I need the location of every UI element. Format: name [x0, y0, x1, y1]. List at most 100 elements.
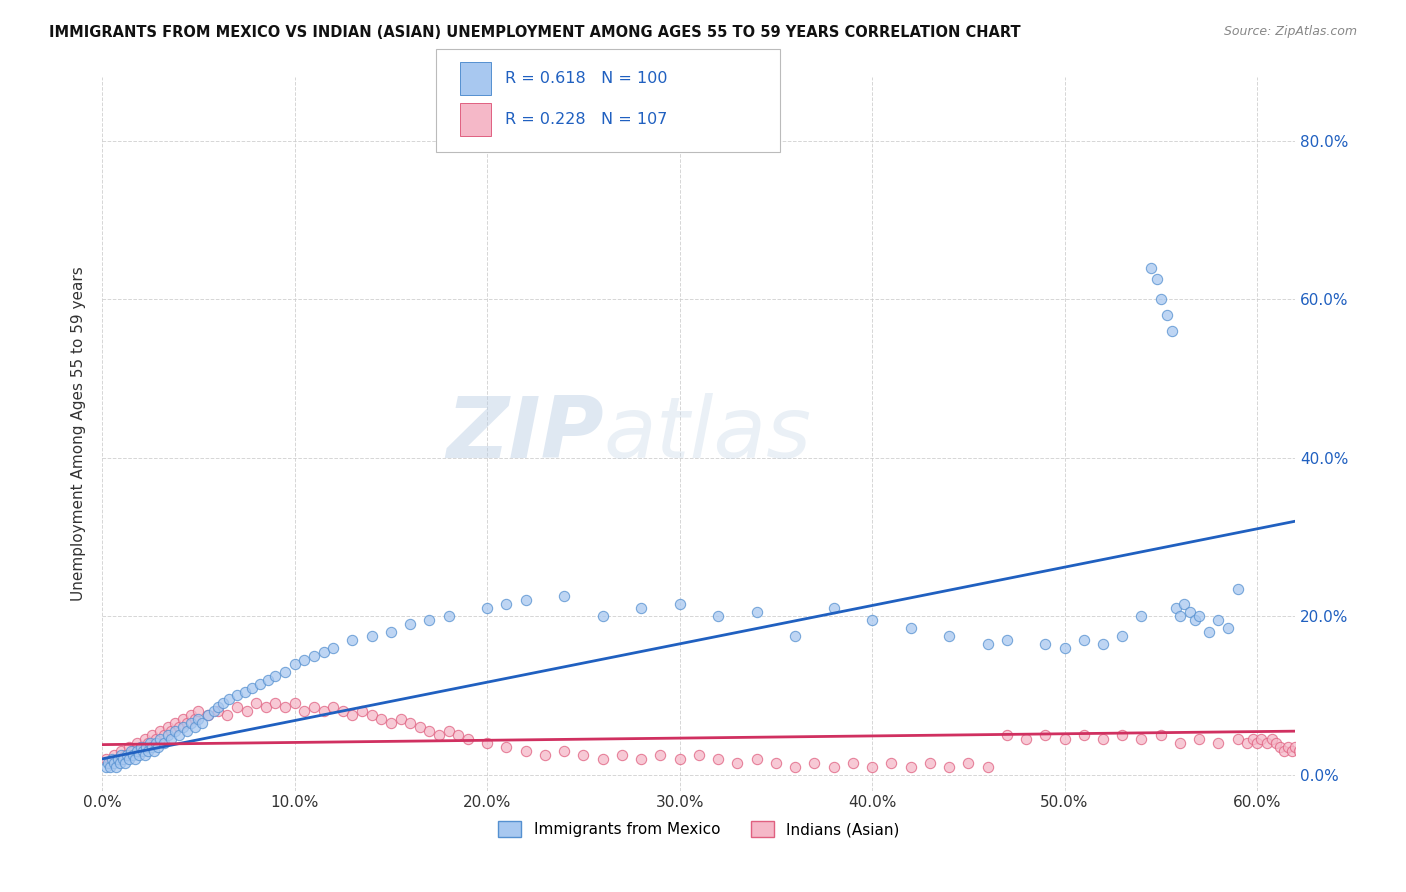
Point: [668, 752, 690, 766]
Point: [592, 609, 614, 624]
Point: [128, 747, 150, 762]
Point: [610, 747, 633, 762]
Point: [1250, 732, 1272, 747]
Point: [312, 645, 335, 659]
Point: [180, 716, 202, 731]
Point: [553, 744, 575, 758]
Point: [183, 712, 205, 726]
Point: [160, 724, 183, 739]
Point: [197, 708, 219, 723]
Point: [1111, 728, 1133, 742]
Point: [1216, 621, 1239, 635]
Point: [1015, 732, 1038, 747]
Point: [380, 716, 402, 731]
Point: [226, 700, 249, 714]
Point: [437, 609, 460, 624]
Point: [167, 728, 190, 742]
Point: [900, 760, 922, 774]
Point: [101, 752, 124, 766]
Y-axis label: Unemployment Among Ages 55 to 59 years: Unemployment Among Ages 55 to 59 years: [72, 267, 86, 601]
Point: [900, 621, 922, 635]
Point: [145, 736, 167, 750]
Point: [1173, 598, 1195, 612]
Point: [312, 704, 335, 718]
Point: [212, 697, 235, 711]
Point: [124, 752, 146, 766]
Point: [860, 760, 883, 774]
Point: [938, 760, 960, 774]
Point: [138, 736, 160, 750]
Point: [245, 697, 267, 711]
Point: [114, 747, 136, 762]
Point: [668, 598, 690, 612]
Point: [1150, 728, 1173, 742]
Point: [1256, 736, 1278, 750]
Point: [240, 681, 263, 695]
Point: [256, 673, 278, 687]
Point: [447, 728, 470, 742]
Point: [160, 732, 183, 747]
Point: [1184, 613, 1206, 627]
Point: [138, 744, 160, 758]
Point: [1168, 609, 1191, 624]
Point: [146, 739, 169, 754]
Point: [135, 739, 157, 754]
Point: [125, 744, 148, 758]
Point: [725, 756, 748, 770]
Point: [107, 752, 129, 766]
Point: [1292, 739, 1315, 754]
Point: [112, 752, 135, 766]
Point: [110, 744, 132, 758]
Point: [1198, 625, 1220, 640]
Point: [274, 700, 297, 714]
Point: [139, 736, 162, 750]
Point: [1053, 640, 1076, 655]
Point: [176, 716, 198, 731]
Point: [197, 708, 219, 723]
Point: [457, 732, 479, 747]
Point: [1091, 637, 1114, 651]
Point: [114, 756, 136, 770]
Point: [202, 704, 225, 718]
Point: [534, 747, 557, 762]
Point: [630, 752, 652, 766]
Point: [322, 640, 344, 655]
Point: [418, 724, 440, 739]
Point: [342, 708, 364, 723]
Point: [1073, 633, 1095, 648]
Point: [118, 752, 141, 766]
Point: [860, 613, 883, 627]
Point: [783, 760, 806, 774]
Point: [97, 756, 120, 770]
Point: [515, 744, 537, 758]
Point: [292, 704, 315, 718]
Point: [1091, 732, 1114, 747]
Point: [104, 760, 127, 774]
Point: [823, 601, 845, 615]
Point: [1288, 744, 1310, 758]
Point: [207, 704, 229, 718]
Text: R = 0.618   N = 100: R = 0.618 N = 100: [505, 71, 668, 86]
Point: [94, 760, 117, 774]
Point: [399, 716, 422, 731]
Point: [803, 756, 825, 770]
Point: [322, 700, 344, 714]
Point: [218, 692, 240, 706]
Point: [1226, 732, 1249, 747]
Point: [1236, 736, 1258, 750]
Point: [235, 704, 257, 718]
Point: [187, 704, 209, 718]
Point: [1268, 739, 1291, 754]
Point: [707, 752, 730, 766]
Point: [207, 700, 229, 714]
Point: [745, 752, 768, 766]
Point: [217, 708, 239, 723]
Point: [1188, 609, 1211, 624]
Point: [1111, 629, 1133, 643]
Text: IMMIGRANTS FROM MEXICO VS INDIAN (ASIAN) UNEMPLOYMENT AMONG AGES 55 TO 59 YEARS : IMMIGRANTS FROM MEXICO VS INDIAN (ASIAN)…: [49, 25, 1021, 40]
Point: [842, 756, 865, 770]
Point: [995, 633, 1018, 648]
Point: [98, 760, 121, 774]
Legend: Immigrants from Mexico, Indians (Asian): Immigrants from Mexico, Indians (Asian): [492, 815, 905, 844]
Point: [918, 756, 941, 770]
